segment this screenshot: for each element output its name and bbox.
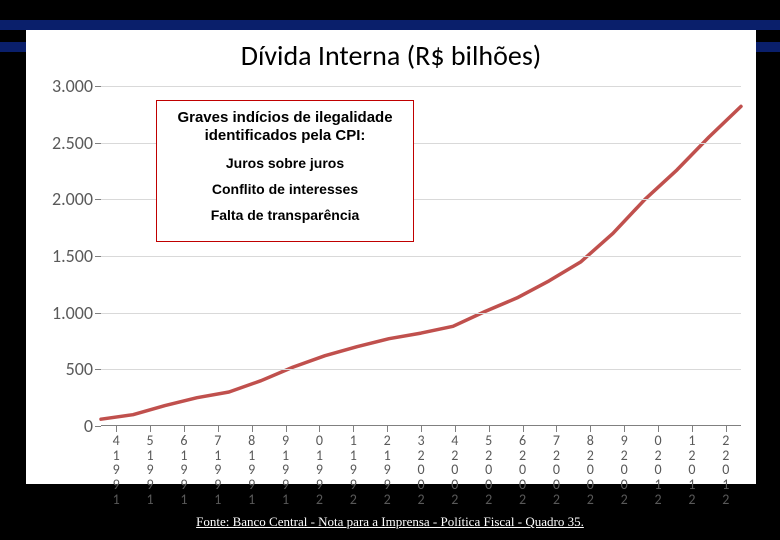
y-axis-label: 0 — [84, 415, 93, 437]
slide-root: Dívida Interna (R$ bilhões) 0 500 1.000 1.5… — [0, 0, 780, 540]
y-axis-label: 1.500 — [52, 245, 93, 267]
x-axis-label: 91991 — [282, 434, 289, 507]
y-axis-label: 2.500 — [52, 132, 93, 154]
x-axis-label: 11992 — [350, 434, 357, 507]
x-axis-label: 41991 — [113, 434, 120, 507]
gridline — [101, 313, 741, 314]
x-axis-label: 61991 — [180, 434, 187, 507]
x-axis-label: 92002 — [621, 434, 628, 507]
chart-title: Dívida Interna (R$ bilhões) — [26, 30, 756, 79]
y-tick — [95, 86, 101, 87]
y-axis-label: 500 — [66, 358, 93, 380]
gridline — [101, 369, 741, 370]
accent-bar-1 — [0, 20, 780, 30]
gridline — [101, 256, 741, 257]
y-tick — [95, 143, 101, 144]
y-axis-label: 3.000 — [52, 75, 93, 97]
x-axis-label: 71991 — [214, 434, 221, 507]
y-axis-label: 2.000 — [52, 188, 93, 210]
x-axis-label: 21992 — [384, 434, 391, 507]
x-axis-label: 51991 — [147, 434, 154, 507]
y-tick — [95, 369, 101, 370]
x-axis-label: 62002 — [519, 434, 526, 507]
callout-item-3: Falta de transparência — [169, 207, 401, 223]
x-axis-label: 42002 — [451, 434, 458, 507]
x-axis-label: 02012 — [654, 434, 661, 507]
top-bar — [0, 0, 780, 12]
callout-box: Graves indícios de ilegalidade identific… — [156, 100, 414, 242]
y-tick — [95, 199, 101, 200]
x-axis-label: 72002 — [553, 434, 560, 507]
x-axis-label: 12012 — [688, 434, 695, 507]
callout-header: Graves indícios de ilegalidade identific… — [169, 109, 401, 145]
x-axis-label: 52002 — [485, 434, 492, 507]
x-axis-label: 01992 — [316, 434, 323, 507]
y-tick — [95, 256, 101, 257]
callout-item-2: Conflito de interesses — [169, 181, 401, 197]
y-tick — [95, 426, 101, 427]
x-axis-label: 81991 — [248, 434, 255, 507]
footer-source: Fonte: Banco Central - Nota para a Impre… — [0, 514, 780, 530]
x-axis-label: 82002 — [587, 434, 594, 507]
y-axis-label: 1.000 — [52, 302, 93, 324]
chart-container: Dívida Interna (R$ bilhões) 0 500 1.000 1.5… — [26, 30, 756, 484]
gridline — [101, 86, 741, 87]
y-tick — [95, 313, 101, 314]
x-axis-label: 22012 — [722, 434, 729, 507]
callout-item-1: Juros sobre juros — [169, 155, 401, 171]
x-axis-label: 32002 — [417, 434, 424, 507]
